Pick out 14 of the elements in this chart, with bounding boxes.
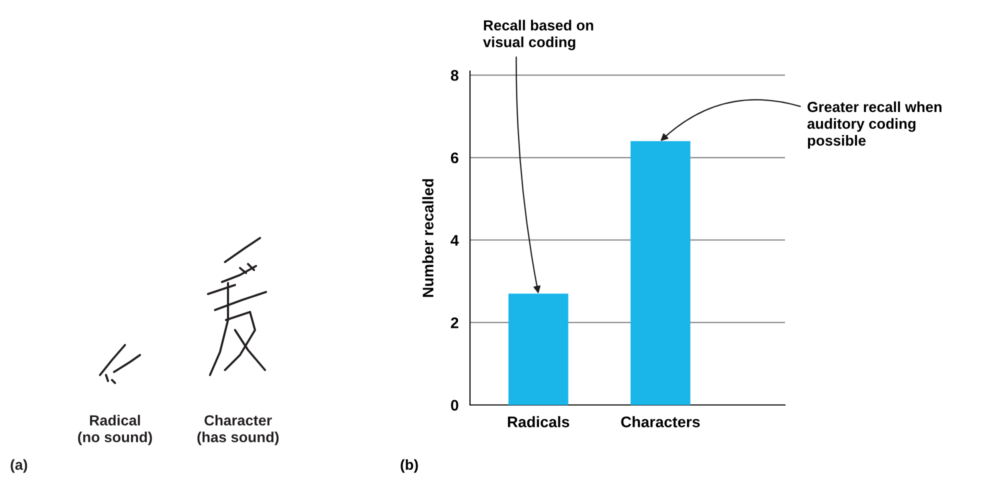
- annotation: Greater recall when auditory coding possible: [807, 101, 942, 149]
- text: (b): [400, 459, 418, 473]
- text: (a): [10, 459, 28, 473]
- text: Character (has sound): [197, 414, 279, 446]
- y-tick-label: 2: [450, 317, 458, 328]
- y-tick-label: 8: [450, 70, 458, 81]
- annotation: Recall based on visual coding: [483, 20, 594, 50]
- x-tick-label: Radicals: [508, 416, 570, 428]
- y-tick-label: 4: [450, 235, 459, 246]
- y-tick-label: 0: [450, 400, 458, 411]
- text: Radical (no sound): [78, 414, 152, 446]
- y-axis-title: Number recalled: [422, 179, 434, 297]
- x-tick-label: Characters: [621, 416, 700, 428]
- y-tick-label: 6: [450, 152, 458, 164]
